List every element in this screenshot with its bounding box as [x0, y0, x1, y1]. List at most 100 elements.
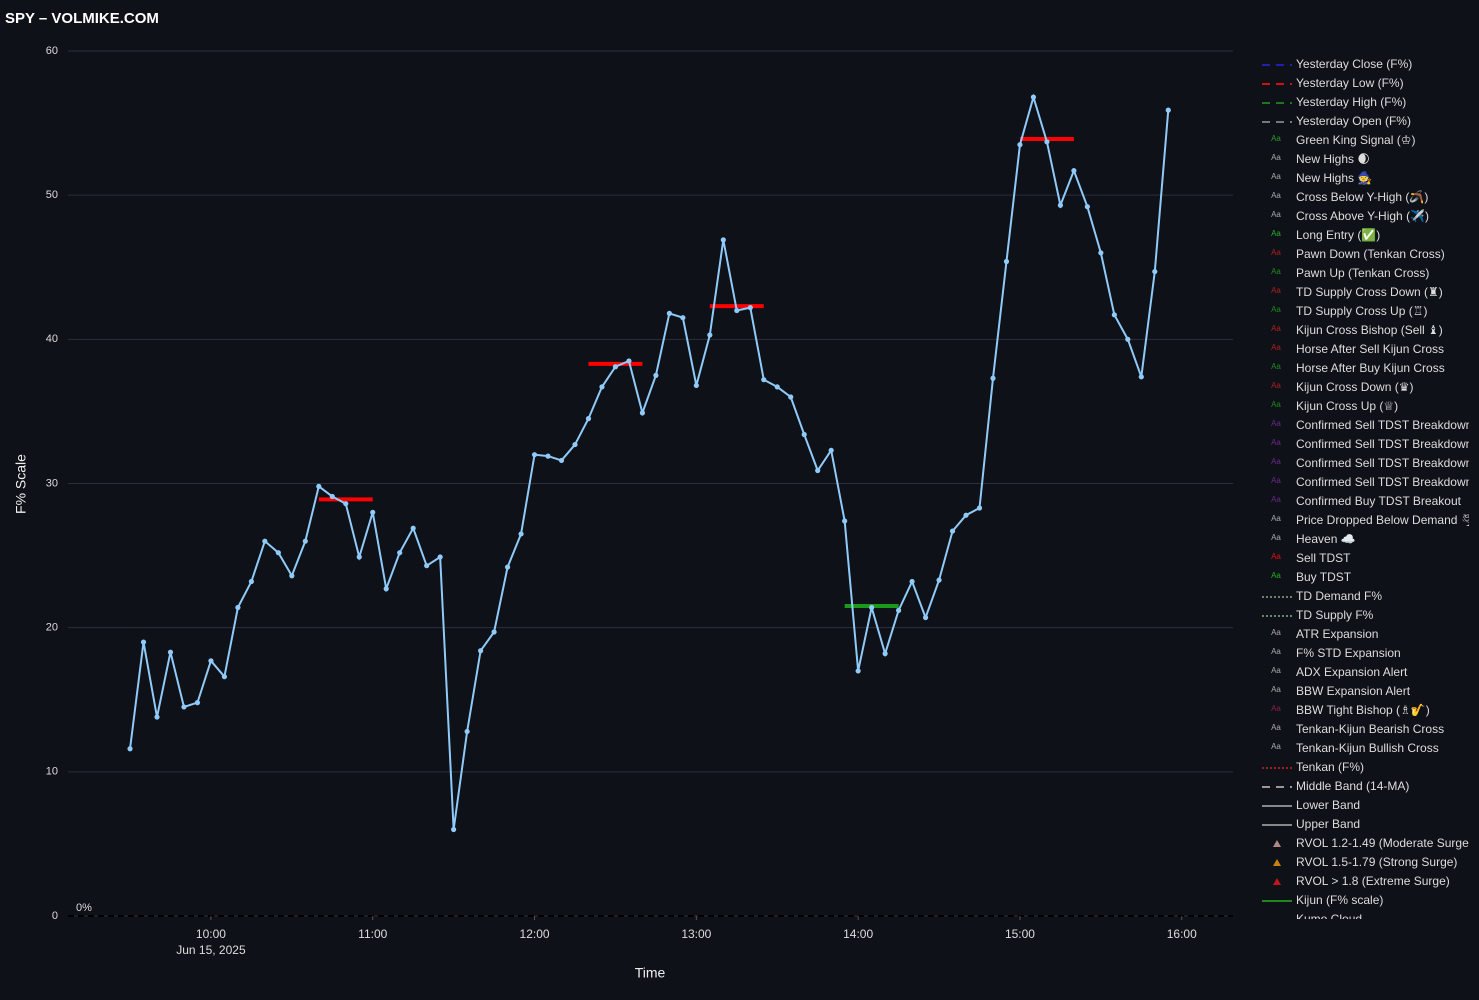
- legend-swatch: Aa: [1271, 457, 1281, 466]
- legend-label: Heaven ☁️: [1296, 532, 1356, 546]
- legend-item[interactable]: Tenkan (F%): [1262, 760, 1364, 774]
- legend-item[interactable]: Aa BBW Tight Bishop (♗🎷): [1271, 703, 1430, 717]
- data-point: [761, 377, 767, 383]
- data-point: [275, 550, 281, 556]
- legend-item[interactable]: TD Demand F%: [1262, 589, 1382, 603]
- legend-label: Green King Signal (♔): [1296, 133, 1415, 147]
- legend-swatch: Aa: [1271, 495, 1281, 504]
- legend-item[interactable]: Aa Confirmed Sell TDST Breakdown: [1271, 475, 1472, 489]
- legend-swatch: Aa: [1271, 210, 1281, 219]
- legend-item[interactable]: Aa Kijun Cross Down (♛): [1271, 380, 1413, 394]
- data-point: [869, 604, 875, 611]
- data-point: [545, 453, 551, 459]
- legend-item[interactable]: Aa Horse After Buy Kijun Cross: [1271, 361, 1445, 375]
- y-tick-label: 50: [46, 189, 58, 201]
- legend-item[interactable]: Aa Horse After Sell Kijun Cross: [1271, 342, 1444, 356]
- data-point: [572, 441, 578, 448]
- legend-swatch: Aa: [1271, 381, 1281, 390]
- legend-item[interactable]: Aa Cross Above Y-High (✈️): [1271, 208, 1429, 223]
- legend-item[interactable]: Aa New Highs 🧙: [1271, 171, 1372, 185]
- legend-item[interactable]: Aa Pawn Up (Tenkan Cross): [1271, 266, 1429, 280]
- legend-item[interactable]: Aa TD Supply Cross Up (♖): [1271, 304, 1427, 318]
- data-point: [383, 586, 389, 592]
- data-point: [504, 564, 511, 570]
- legend-swatch: Aa: [1271, 628, 1281, 637]
- legend-item[interactable]: Kijun (F% scale): [1262, 893, 1383, 907]
- legend-item[interactable]: Aa Heaven ☁️: [1271, 532, 1356, 546]
- data-point: [262, 538, 268, 544]
- legend-item[interactable]: Aa Tenkan-Kijun Bullish Cross: [1271, 741, 1439, 755]
- legend-item[interactable]: Yesterday High (F%): [1262, 95, 1406, 109]
- legend-item[interactable]: Lower Band: [1262, 798, 1360, 812]
- legend-swatch: Aa: [1271, 552, 1281, 561]
- legend-label: Tenkan-Kijun Bearish Cross: [1296, 722, 1444, 736]
- legend-item[interactable]: Upper Band: [1262, 817, 1360, 831]
- y-tick-label: 10: [46, 766, 58, 778]
- legend-swatch: Aa: [1271, 571, 1281, 580]
- data-point: [1165, 107, 1171, 113]
- legend-item[interactable]: Yesterday Low (F%): [1262, 76, 1404, 90]
- data-point: [194, 700, 201, 706]
- legend-item[interactable]: Aa Kijun Cross Bishop (Sell ♝): [1271, 323, 1443, 337]
- legend-swatch: Aa: [1271, 343, 1281, 352]
- legend-label: Yesterday Close (F%): [1296, 57, 1412, 71]
- data-point: [531, 452, 538, 458]
- legend-item[interactable]: Aa Price Dropped Below Demand 🌪: [1271, 513, 1476, 527]
- x-tick-label: 11:00: [358, 927, 387, 941]
- legend-swatch: Aa: [1271, 172, 1281, 181]
- x-tick-label: 13:00: [681, 927, 711, 941]
- data-point: [127, 746, 133, 752]
- legend-item[interactable]: RVOL > 1.8 (Extreme Surge): [1273, 874, 1450, 888]
- legend-item[interactable]: Aa ATR Expansion: [1271, 627, 1378, 641]
- legend-item[interactable]: Aa Confirmed Sell TDST Breakdown: [1271, 437, 1472, 451]
- legend-label: TD Supply F%: [1296, 608, 1374, 622]
- legend-item[interactable]: Aa Sell TDST: [1271, 551, 1351, 565]
- legend-item[interactable]: Aa Confirmed Sell TDST Breakdown: [1271, 418, 1472, 432]
- legend-item[interactable]: Aa Tenkan-Kijun Bearish Cross: [1271, 722, 1444, 736]
- legend-item[interactable]: Yesterday Open (F%): [1262, 114, 1411, 128]
- legend-label: RVOL 1.5-1.79 (Strong Surge): [1296, 855, 1457, 869]
- legend-item[interactable]: Aa Pawn Down (Tenkan Cross): [1271, 247, 1445, 261]
- legend-label: Buy TDST: [1296, 570, 1352, 584]
- legend-item[interactable]: Aa ADX Expansion Alert: [1271, 665, 1408, 679]
- legend-label: Cross Above Y-High (✈️): [1296, 208, 1429, 223]
- legend-item[interactable]: Aa Long Entry (✅): [1271, 228, 1380, 242]
- legend-item[interactable]: Aa Confirmed Sell TDST Breakdown: [1271, 456, 1472, 470]
- legend-label: ATR Expansion: [1296, 627, 1378, 641]
- legend-item[interactable]: Middle Band (14-MA): [1262, 779, 1409, 793]
- legend-label: BBW Expansion Alert: [1296, 684, 1411, 698]
- legend-swatch: Aa: [1271, 723, 1281, 732]
- legend-item[interactable]: RVOL 1.2-1.49 (Moderate Surge): [1273, 836, 1473, 850]
- legend-item[interactable]: Aa Cross Below Y-High (🪃): [1271, 190, 1428, 204]
- data-point: [612, 364, 619, 370]
- legend-item[interactable]: RVOL 1.5-1.79 (Strong Surge): [1273, 855, 1457, 869]
- data-point: [478, 648, 484, 654]
- legend-item[interactable]: Aa Green King Signal (♔): [1271, 133, 1415, 147]
- legend-swatch: Aa: [1271, 419, 1281, 428]
- legend-swatch: [1273, 878, 1281, 885]
- legend-swatch: Aa: [1271, 248, 1281, 257]
- legend-item[interactable]: Aa Kijun Cross Up (♕): [1271, 399, 1398, 413]
- data-point: [855, 668, 861, 674]
- data-point: [976, 505, 983, 511]
- legend-label: Price Dropped Below Demand 🌪: [1296, 513, 1476, 527]
- legend-item[interactable]: Aa BBW Expansion Alert: [1271, 684, 1411, 698]
- data-point: [316, 483, 322, 489]
- legend-item[interactable]: TD Supply F%: [1262, 608, 1374, 622]
- legend-item[interactable]: Aa TD Supply Cross Down (♜): [1271, 285, 1443, 299]
- legend-swatch: Aa: [1271, 324, 1281, 333]
- legend-item[interactable]: Aa Buy TDST: [1271, 570, 1352, 584]
- legend-label: Kijun Cross Up (♕): [1296, 399, 1398, 413]
- legend-item[interactable]: Aa New Highs 🌒: [1271, 152, 1370, 166]
- legend-swatch: Aa: [1271, 704, 1281, 713]
- legend-label: New Highs 🌒: [1296, 152, 1370, 166]
- legend-item[interactable]: Aa Confirmed Buy TDST Breakout: [1271, 494, 1462, 508]
- legend-item[interactable]: Aa F% STD Expansion: [1271, 646, 1401, 660]
- data-point: [680, 315, 686, 321]
- legend-item[interactable]: Yesterday Close (F%): [1262, 57, 1412, 71]
- legend-item[interactable]: Kumo Cloud: [1262, 912, 1362, 926]
- legend-label: Kijun (F% scale): [1296, 893, 1383, 907]
- data-point: [599, 384, 605, 390]
- data-point: [437, 554, 443, 560]
